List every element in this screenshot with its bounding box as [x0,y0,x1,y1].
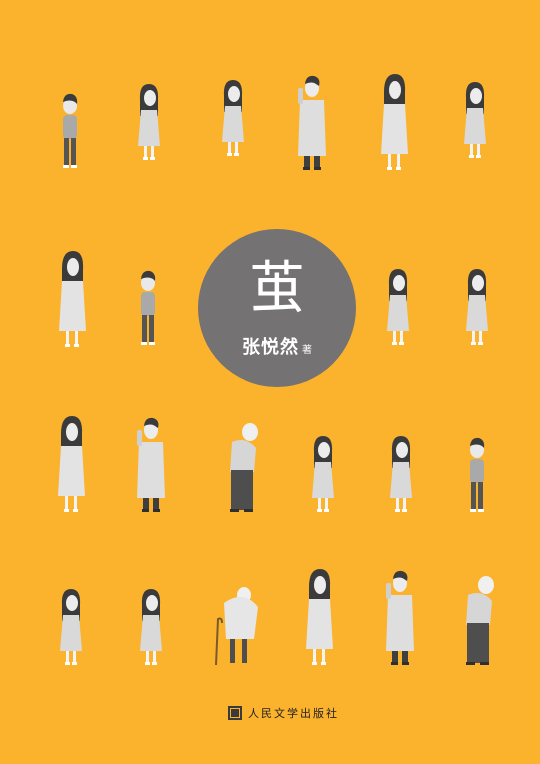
figure-boy-3 [470,437,485,512]
author-name: 张悦然 [242,337,299,358]
figure-girl-2 [222,80,244,156]
figure-man-3 [386,570,414,665]
figure-man-2 [137,417,165,512]
figure-boy-2 [141,270,156,345]
figure-girl-3 [464,82,486,158]
figure-girl-4 [387,269,409,345]
figure-old-woman-with-cane [215,586,259,666]
publisher-name: 人民文学出版社 [248,707,339,720]
figure-old-man-2 [466,576,494,665]
figure-boy-1 [63,93,78,168]
publisher: 人民文学出版社 [228,705,339,721]
figure-woman-2 [59,251,86,347]
figure-girl-5 [466,269,488,345]
book-title: 茧 [249,256,305,321]
author-role: 著 [302,345,312,356]
figure-girl-6 [312,436,334,512]
figure-girl-1 [138,84,160,160]
title-disc: 茧 张悦然著 [198,229,356,387]
figure-woman-4 [306,569,333,665]
figure-old-man-1 [230,423,258,512]
author-line: 张悦然著 [198,333,356,359]
figure-girl-7 [390,436,412,512]
figure-girl-9 [140,589,162,665]
figure-woman-1 [381,74,408,170]
figure-girl-8 [60,589,82,665]
figure-man-1 [298,75,326,170]
publisher-seal-icon [228,706,242,720]
figure-woman-3 [58,416,85,512]
